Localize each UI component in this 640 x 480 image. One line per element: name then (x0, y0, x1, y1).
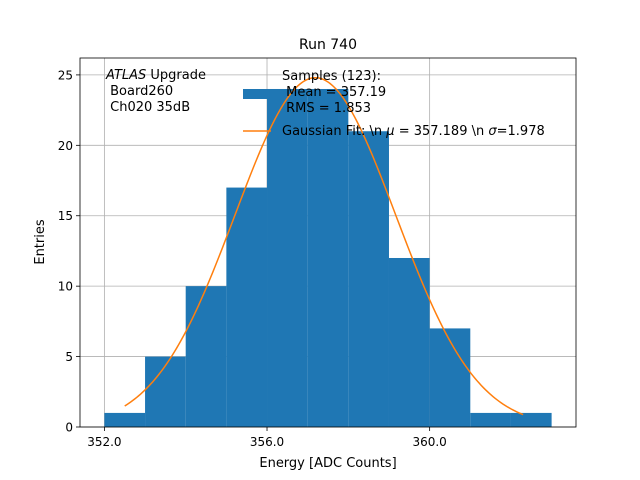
histogram-bars (104, 88, 552, 428)
y-tick-label-1: 5 (65, 350, 73, 364)
plot-frame (79, 57, 577, 428)
legend-histogram-label-line-3: RMS = 1.853 (282, 101, 371, 116)
y-tick-label-2: 10 (58, 280, 73, 294)
legend-fit-label: Gaussian Fit: \n μ = 357.189 \n σ=1.978 (282, 124, 545, 139)
legend-histogram-label-line-1: Samples (123): (282, 69, 381, 84)
legend-fit-prefix: Gaussian Fit: \n (282, 124, 386, 139)
histogram-bar-2 (185, 286, 227, 427)
annotation-line-1: ATLAS Upgrade (105, 68, 206, 83)
histogram-bar-1 (145, 356, 186, 427)
y-axis-label: Entries (33, 219, 48, 265)
atlas-annotation: ATLAS Upgrade Board260 Ch020 35dB (105, 68, 206, 115)
y-axis-ticks: 0 5 10 15 20 25 (58, 68, 80, 435)
histogram-bar-0 (104, 412, 146, 427)
histogram-bar-10 (510, 412, 552, 427)
x-tick-label-0: 352.0 (87, 435, 121, 449)
x-axis-label: Energy [ADC Counts] (259, 456, 396, 471)
histogram-bar-8 (429, 328, 471, 427)
legend-fit-sigma: σ (488, 124, 497, 139)
annotation-line-2: Board260 (106, 84, 173, 99)
annotation-line-3: Ch020 35dB (106, 100, 190, 115)
histogram-bar-3 (226, 187, 268, 427)
histogram-bar-5 (307, 88, 349, 427)
legend-histogram-label-line-2: Mean = 357.19 (282, 85, 386, 100)
chart-title: Run 740 (299, 37, 357, 53)
y-tick-label-3: 15 (58, 209, 73, 223)
legend: Samples (123): Mean = 357.19 RMS = 1.853… (243, 69, 545, 139)
legend-fit-suffix: =1.978 (497, 124, 545, 139)
y-tick-label-5: 25 (58, 68, 73, 82)
legend-fit-mu: μ (385, 124, 394, 139)
y-tick-label-0: 0 (65, 421, 73, 435)
legend-fit-mid: = 357.189 \n (395, 124, 489, 139)
y-tick-label-4: 20 (58, 139, 73, 153)
annotation-italic: ATLAS (105, 68, 146, 83)
histogram-bar-6 (348, 131, 389, 428)
annotation-rest: Upgrade (146, 68, 206, 83)
x-tick-label-1: 356.0 (250, 435, 284, 449)
histogram-bar-7 (388, 257, 430, 427)
histogram-bar-4 (267, 88, 308, 427)
legend-histogram-swatch (243, 89, 271, 99)
gaussian-fit-curve (124, 76, 524, 416)
x-tick-label-2: 360.0 (412, 435, 446, 449)
x-axis-ticks: 352.0 356.0 360.0 (87, 427, 447, 449)
histogram-bar-9 (470, 412, 511, 427)
